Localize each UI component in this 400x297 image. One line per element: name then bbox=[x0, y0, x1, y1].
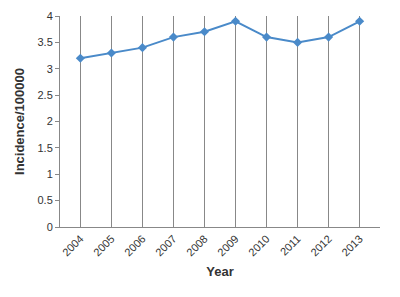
svg-text:0.5: 0.5 bbox=[38, 194, 53, 206]
svg-text:2005: 2005 bbox=[91, 233, 117, 259]
svg-text:Incidence/100000: Incidence/100000 bbox=[12, 68, 27, 175]
svg-text:1.5: 1.5 bbox=[38, 142, 53, 154]
svg-text:2008: 2008 bbox=[184, 233, 210, 259]
svg-text:3: 3 bbox=[47, 63, 53, 75]
svg-text:2011: 2011 bbox=[278, 233, 303, 258]
svg-text:2007: 2007 bbox=[153, 233, 179, 259]
svg-text:2013: 2013 bbox=[339, 233, 365, 259]
svg-text:2004: 2004 bbox=[60, 233, 86, 259]
svg-text:4: 4 bbox=[47, 10, 53, 22]
svg-text:2006: 2006 bbox=[122, 233, 148, 259]
svg-text:2009: 2009 bbox=[215, 233, 241, 259]
svg-text:3.5: 3.5 bbox=[38, 36, 53, 48]
svg-text:2012: 2012 bbox=[308, 233, 334, 259]
svg-text:0: 0 bbox=[47, 221, 53, 233]
svg-text:2: 2 bbox=[47, 115, 53, 127]
svg-text:1: 1 bbox=[47, 168, 53, 180]
svg-text:Year: Year bbox=[206, 264, 233, 279]
svg-text:2.5: 2.5 bbox=[38, 89, 53, 101]
svg-text:2010: 2010 bbox=[246, 233, 272, 259]
